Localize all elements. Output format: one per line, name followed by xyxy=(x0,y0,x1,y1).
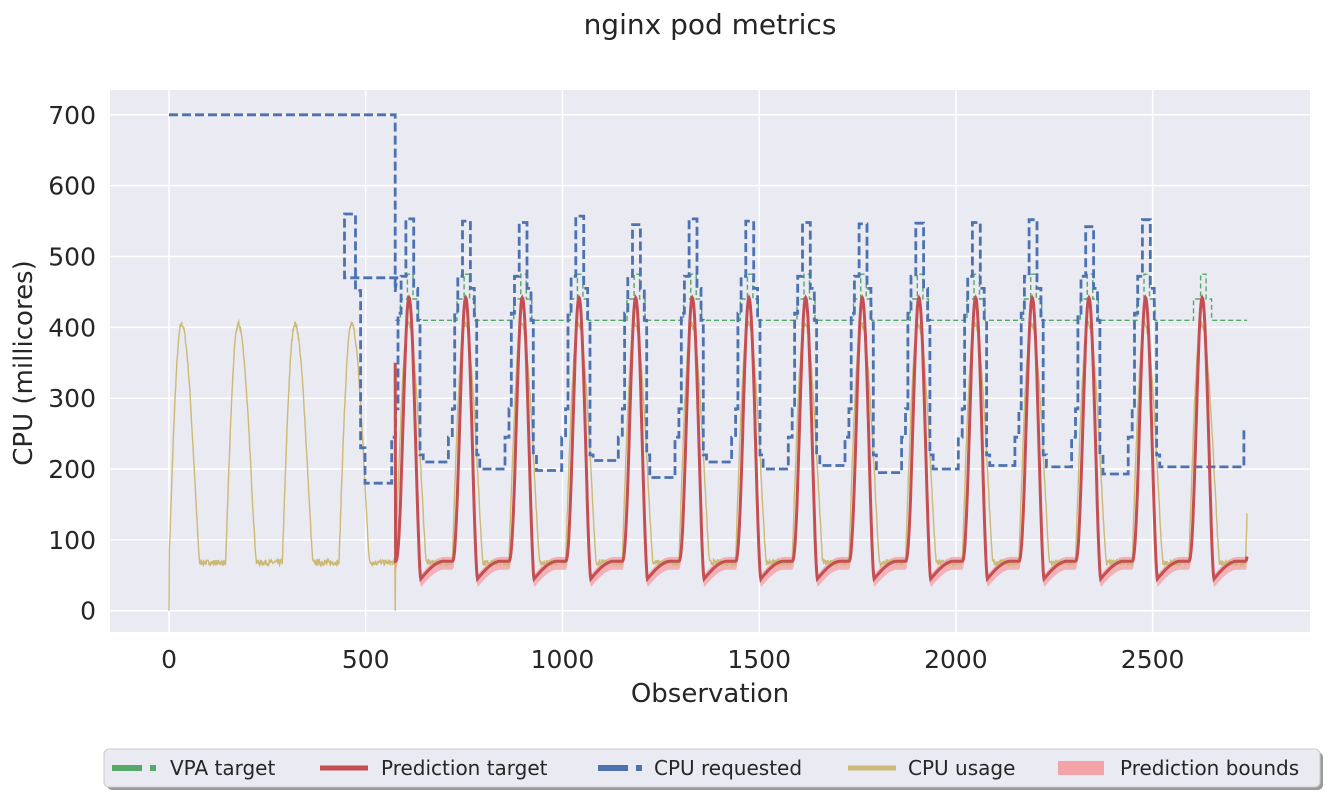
legend-label: CPU requested xyxy=(654,756,802,780)
legend-item: VPA target xyxy=(112,756,275,780)
y-tick-label: 0 xyxy=(80,597,96,626)
legend: VPA target Prediction target CPU requested… xyxy=(103,748,1323,790)
y-tick-label: 100 xyxy=(48,526,96,555)
series-layer xyxy=(168,113,1249,611)
legend-swatch xyxy=(1058,761,1104,775)
y-tick-label: 700 xyxy=(48,101,96,130)
legend-box xyxy=(103,748,1321,788)
x-tick-label: 1000 xyxy=(531,645,595,674)
legend-label: Prediction bounds xyxy=(1120,756,1299,780)
y-tick-label: 400 xyxy=(48,313,96,342)
y-tick-label: 200 xyxy=(48,455,96,484)
x-tick-label: 1500 xyxy=(727,645,791,674)
legend-item: Prediction target xyxy=(320,756,548,780)
y-axis-label: CPU (millicores) xyxy=(9,260,39,466)
chart-title: nginx pod metrics xyxy=(584,8,837,41)
legend-item: CPU usage xyxy=(848,756,1015,780)
prediction-target-line xyxy=(393,294,1249,584)
legend-item: Prediction bounds xyxy=(1058,756,1299,780)
legend-label: CPU usage xyxy=(908,756,1015,780)
legend-label: Prediction target xyxy=(381,756,548,780)
legend-item: CPU requested xyxy=(598,756,802,780)
y-tick-label: 600 xyxy=(48,172,96,201)
x-tick-label: 500 xyxy=(342,645,390,674)
axis-ticks: 0 500 1000 1500 2000 2500 0 100 200 300 400 500 600 7… xyxy=(48,101,1184,674)
x-tick-label: 2500 xyxy=(1121,645,1185,674)
legend-label: VPA target xyxy=(170,756,275,780)
cpu-requested-line xyxy=(169,113,1247,485)
y-tick-label: 300 xyxy=(48,384,96,413)
x-tick-label: 0 xyxy=(161,645,177,674)
vpa-target-line xyxy=(395,273,1247,321)
y-tick-label: 500 xyxy=(48,242,96,271)
plot-area xyxy=(110,90,1310,632)
x-tick-label: 2000 xyxy=(924,645,988,674)
grid xyxy=(110,90,1310,632)
x-axis-label: Observation xyxy=(631,679,789,709)
